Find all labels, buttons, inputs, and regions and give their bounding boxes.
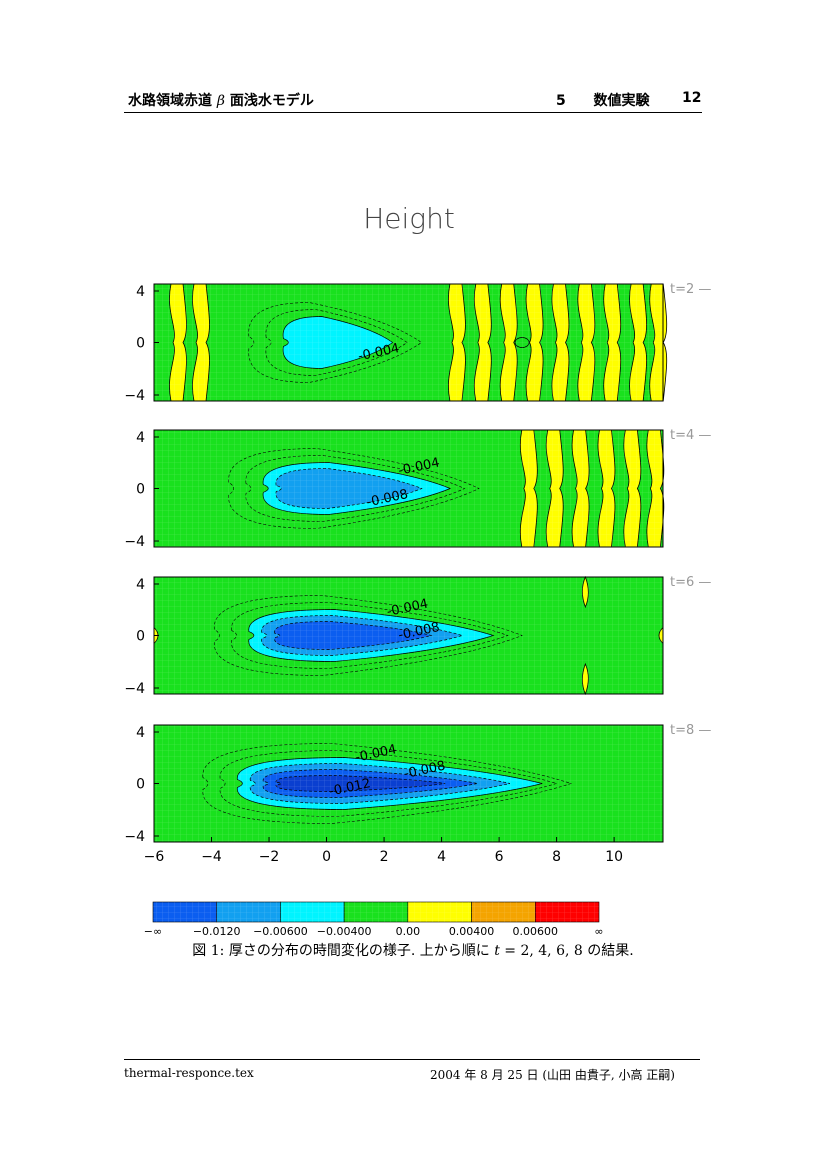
y-tick-label: −4 — [124, 681, 145, 697]
y-tick-label: 0 — [136, 482, 145, 498]
y-tick-label: 0 — [136, 336, 145, 352]
running-header-title: 水路領域赤道 β 面浅水モデル — [128, 90, 314, 110]
colorbar-label: 0.00600 — [513, 925, 559, 938]
caption-suffix: の結果. — [582, 943, 634, 959]
x-tick-label: 6 — [495, 849, 504, 865]
footer-date-authors: 2004 年 8 月 25 日 (山田 由貴子, 小高 正嗣) — [430, 1068, 675, 1082]
colorbar-label: −0.00600 — [253, 925, 308, 938]
x-tick-label: 2 — [380, 849, 389, 865]
page-number: 12 — [682, 90, 702, 106]
y-tick-label: 4 — [136, 284, 145, 300]
colorbar-label: −∞ — [144, 925, 162, 938]
section-title: 数値実験 — [593, 93, 650, 109]
colorbar-label: −0.0120 — [193, 925, 241, 938]
section-number: 5 — [556, 93, 566, 109]
caption-prefix: 図 1: 厚さの分布の時間変化の様子. 上から順に — [192, 943, 490, 959]
header-title-pre: 水路領域赤道 — [128, 93, 212, 109]
x-tick-label: 8 — [552, 849, 561, 865]
figure-title: Height — [363, 202, 455, 235]
x-tick-label: 10 — [605, 849, 623, 865]
y-tick-label: 4 — [136, 577, 145, 593]
colorbar-grid — [153, 902, 599, 922]
header-title-post: 面浅水モデル — [229, 93, 314, 109]
time-label: t=2 — — [670, 282, 711, 297]
x-tick-label: −6 — [144, 849, 165, 865]
grid-overlay — [154, 725, 663, 842]
x-tick-label: 0 — [322, 849, 331, 865]
grid-overlay — [154, 577, 663, 694]
y-tick-label: 0 — [136, 777, 145, 793]
time-label: t=8 — — [670, 723, 711, 738]
y-tick-label: −4 — [124, 388, 145, 404]
y-tick-label: −4 — [124, 534, 145, 550]
running-header-section: 5 数値実験 — [556, 90, 650, 110]
x-tick-label: −4 — [201, 849, 222, 865]
y-tick-label: 4 — [136, 725, 145, 741]
colorbar-label: 0.00400 — [449, 925, 495, 938]
x-tick-label: 4 — [437, 849, 446, 865]
time-label: t=4 — — [670, 428, 711, 443]
y-tick-label: 4 — [136, 430, 145, 446]
header-rule — [124, 112, 702, 113]
caption-var: t — [494, 943, 500, 959]
figure-caption: 図 1: 厚さの分布の時間変化の様子. 上から順に t = 2, 4, 6, 8… — [0, 940, 826, 960]
y-tick-label: 0 — [136, 629, 145, 645]
colorbar-label: ∞ — [594, 925, 603, 938]
header-title-beta: β — [216, 93, 225, 109]
footer-filename: thermal-responce.tex — [124, 1066, 254, 1080]
colorbar-label: −0.00400 — [317, 925, 372, 938]
x-tick-label: −2 — [259, 849, 280, 865]
grid-overlay — [154, 284, 663, 401]
caption-equation: = 2, 4, 6, 8 — [499, 943, 583, 959]
footer-rule — [124, 1059, 700, 1060]
grid-overlay — [154, 430, 663, 547]
y-tick-label: −4 — [124, 829, 145, 845]
colorbar-label: 0.00 — [396, 925, 421, 938]
time-label: t=6 — — [670, 575, 711, 590]
